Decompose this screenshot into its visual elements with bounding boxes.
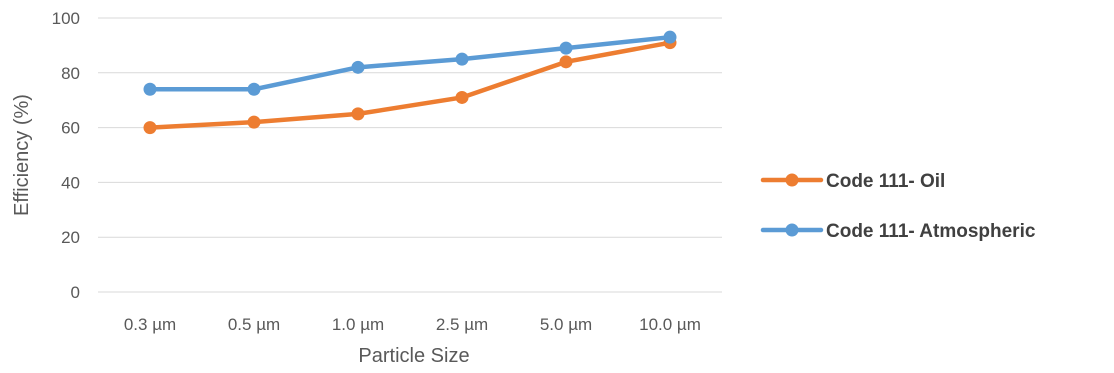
y-tick-label: 40 [61, 173, 80, 192]
x-tick-label: 2.5 µm [436, 315, 488, 334]
data-point [143, 82, 157, 96]
y-tick-label: 100 [52, 9, 80, 28]
y-tick-labels: 0 20 40 60 80 100 [52, 9, 80, 302]
legend-marker [785, 173, 799, 187]
legend-marker [785, 223, 799, 237]
x-tick-label: 1.0 µm [332, 315, 384, 334]
data-point [351, 60, 365, 74]
data-point [247, 82, 261, 96]
x-axis-title: Particle Size [358, 345, 469, 367]
data-point [455, 52, 469, 66]
data-point [559, 41, 573, 55]
y-axis-title: Efficiency (%) [11, 94, 33, 216]
y-tick-label: 20 [61, 228, 80, 247]
x-tick-label: 5.0 µm [540, 315, 592, 334]
data-point [351, 107, 365, 121]
x-tick-label: 10.0 µm [639, 315, 701, 334]
y-tick-label: 0 [71, 283, 80, 302]
series-line [147, 34, 673, 92]
x-tick-labels: 0.3 µm 0.5 µm 1.0 µm 2.5 µm 5.0 µm 10.0 µm [124, 315, 701, 334]
data-point [247, 115, 261, 129]
data-point [455, 90, 469, 104]
data-point [663, 30, 677, 44]
y-tick-label: 80 [61, 64, 80, 83]
series-group [143, 30, 677, 135]
data-point [143, 121, 157, 135]
series-line [147, 40, 673, 130]
legend-label: Code 111- Oil [826, 171, 945, 192]
x-tick-label: 0.3 µm [124, 315, 176, 334]
x-tick-label: 0.5 µm [228, 315, 280, 334]
legend-label: Code 111- Atmospheric [826, 221, 1036, 242]
y-tick-label: 60 [61, 119, 80, 138]
data-point [559, 55, 573, 69]
gridlines [98, 17, 722, 293]
legend: Code 111- Oil Code 111- Atmospheric [760, 171, 1036, 242]
